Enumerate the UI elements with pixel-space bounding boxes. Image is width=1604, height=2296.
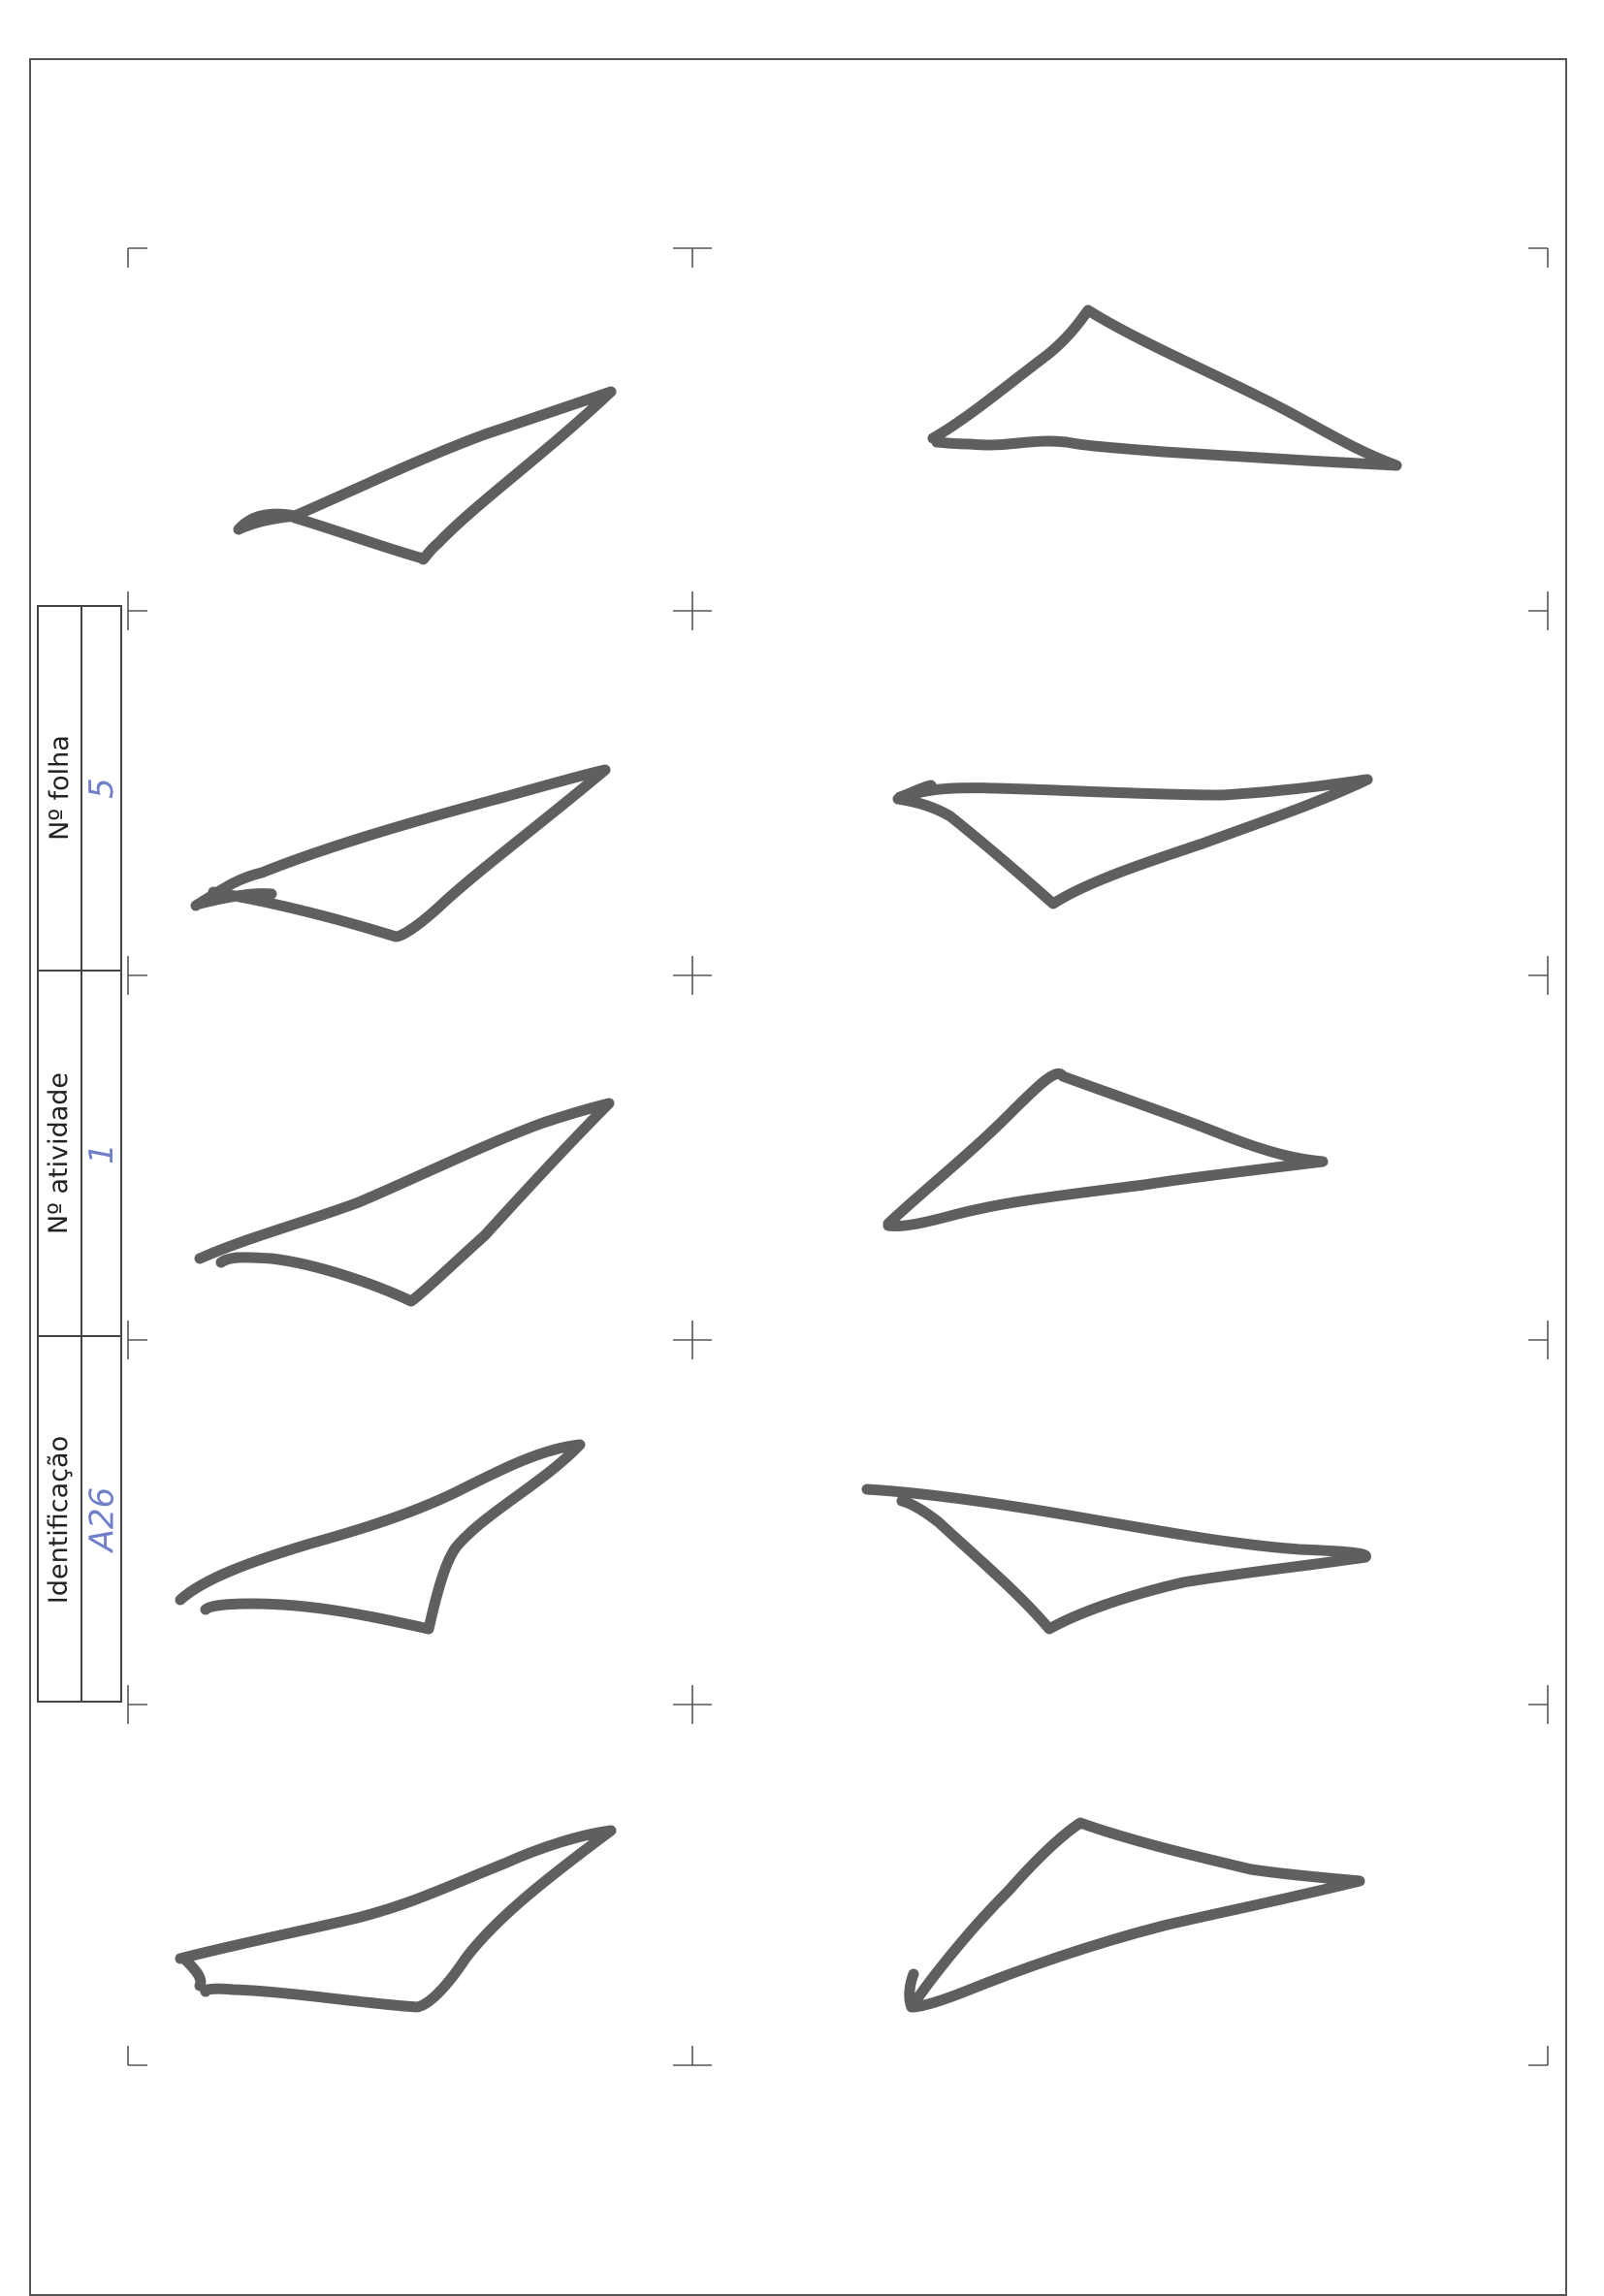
- sheet-number-label-text: Nº folha: [44, 735, 75, 841]
- triangle-drawing: [882, 1068, 1329, 1231]
- sheet-number-value: 5: [81, 605, 121, 971]
- identification-label: Identificação: [39, 1336, 80, 1703]
- identification-value-text: A26: [82, 1486, 121, 1552]
- triangle-drawing: [233, 386, 617, 565]
- triangle-drawing: [175, 1825, 617, 2013]
- identification-label-text: Identificação: [44, 1435, 75, 1604]
- triangle-drawing: [190, 764, 611, 942]
- triangle-drawing: [892, 774, 1373, 909]
- crop-marks: [127, 247, 1549, 2066]
- activity-number-label: Nº atividade: [39, 971, 80, 1336]
- identification-value: A26: [82, 1336, 121, 1703]
- triangle-drawing: [927, 304, 1402, 471]
- identification-box-frame: [37, 605, 122, 1703]
- triangle-drawing: [175, 1439, 586, 1635]
- identification-box: Nº folha 5 Nº atividade 1 Identificação …: [37, 605, 122, 1703]
- activity-number-value-text: 1: [81, 1142, 121, 1164]
- sheet-number-value-text: 5: [81, 777, 121, 799]
- activity-number-value: 1: [81, 971, 121, 1336]
- drawings: [175, 304, 1402, 2013]
- triangle-drawing: [861, 1483, 1371, 1635]
- triangle-drawing: [194, 1098, 615, 1307]
- triangle-drawing: [904, 1817, 1365, 2013]
- sheet-number-label: Nº folha: [39, 605, 80, 971]
- activity-number-label-text: Nº atividade: [44, 1071, 75, 1235]
